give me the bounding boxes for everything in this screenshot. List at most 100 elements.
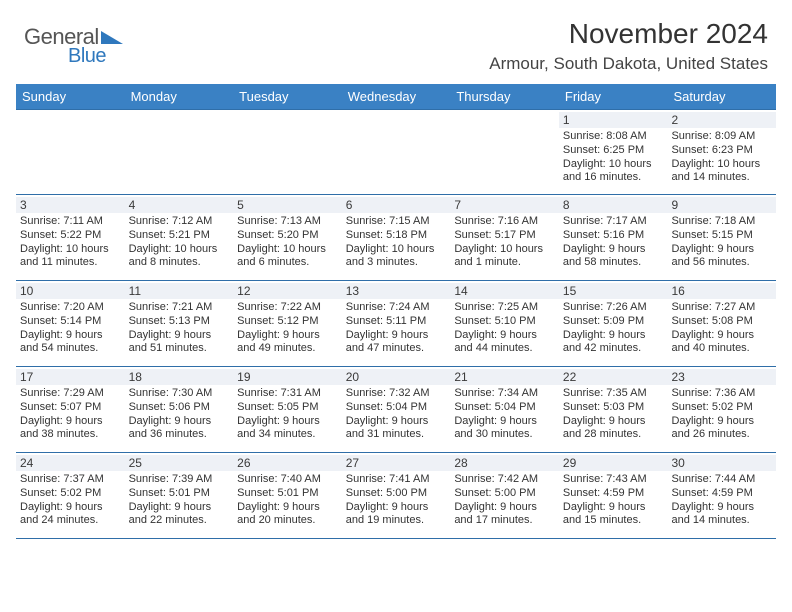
day-number: 16 — [667, 283, 776, 299]
calendar-cell: 3Sunrise: 7:11 AMSunset: 5:22 PMDaylight… — [16, 195, 125, 280]
day-details: Sunrise: 7:15 AMSunset: 5:18 PMDaylight:… — [346, 215, 447, 270]
dow-tue: Tuesday — [233, 84, 342, 109]
daylight-text: Daylight: 9 hours and 15 minutes. — [563, 501, 664, 529]
calendar-table: Sunday Monday Tuesday Wednesday Thursday… — [16, 84, 776, 539]
title-block: November 2024 Armour, South Dakota, Unit… — [489, 18, 776, 74]
calendar-cell: 30Sunrise: 7:44 AMSunset: 4:59 PMDayligh… — [667, 453, 776, 538]
calendar-cell: 25Sunrise: 7:39 AMSunset: 5:01 PMDayligh… — [125, 453, 234, 538]
sunrise-text: Sunrise: 7:43 AM — [563, 473, 664, 487]
day-details: Sunrise: 8:09 AMSunset: 6:23 PMDaylight:… — [671, 130, 772, 185]
day-details: Sunrise: 7:40 AMSunset: 5:01 PMDaylight:… — [237, 473, 338, 528]
day-details: Sunrise: 7:30 AMSunset: 5:06 PMDaylight:… — [129, 387, 230, 442]
day-details: Sunrise: 7:32 AMSunset: 5:04 PMDaylight:… — [346, 387, 447, 442]
daylight-text: Daylight: 9 hours and 42 minutes. — [563, 329, 664, 357]
day-details: Sunrise: 7:26 AMSunset: 5:09 PMDaylight:… — [563, 301, 664, 356]
sunset-text: Sunset: 5:04 PM — [454, 401, 555, 415]
sunrise-text: Sunrise: 7:41 AM — [346, 473, 447, 487]
logo-text: General Blue — [24, 24, 123, 64]
sunrise-text: Sunrise: 7:30 AM — [129, 387, 230, 401]
calendar-cell: 9Sunrise: 7:18 AMSunset: 5:15 PMDaylight… — [667, 195, 776, 280]
calendar-cell: 19Sunrise: 7:31 AMSunset: 5:05 PMDayligh… — [233, 367, 342, 452]
day-details: Sunrise: 7:34 AMSunset: 5:04 PMDaylight:… — [454, 387, 555, 442]
sunset-text: Sunset: 5:20 PM — [237, 229, 338, 243]
sunset-text: Sunset: 5:02 PM — [20, 487, 121, 501]
calendar-cell: 8Sunrise: 7:17 AMSunset: 5:16 PMDaylight… — [559, 195, 668, 280]
sunset-text: Sunset: 5:01 PM — [237, 487, 338, 501]
day-number: 18 — [125, 369, 234, 385]
daylight-text: Daylight: 9 hours and 17 minutes. — [454, 501, 555, 529]
sunrise-text: Sunrise: 7:32 AM — [346, 387, 447, 401]
day-details: Sunrise: 7:35 AMSunset: 5:03 PMDaylight:… — [563, 387, 664, 442]
month-title: November 2024 — [489, 18, 768, 50]
day-details: Sunrise: 7:27 AMSunset: 5:08 PMDaylight:… — [671, 301, 772, 356]
sunset-text: Sunset: 5:09 PM — [563, 315, 664, 329]
calendar-row: 24 Sunrise: 7:37 AMSunset: 5:02 PMDayligh… — [16, 453, 776, 539]
daylight-text: Daylight: 9 hours and 26 minutes. — [671, 415, 772, 443]
daylight-text: Daylight: 10 hours and 3 minutes. — [346, 243, 447, 271]
sunset-text: Sunset: 5:00 PM — [454, 487, 555, 501]
sunrise-text: Sunrise: 7:29 AM — [20, 387, 121, 401]
calendar-cell: 5Sunrise: 7:13 AMSunset: 5:20 PMDaylight… — [233, 195, 342, 280]
day-number: 14 — [450, 283, 559, 299]
calendar-row: 17Sunrise: 7:29 AMSunset: 5:07 PMDayligh… — [16, 367, 776, 453]
day-number: 28 — [450, 455, 559, 471]
sunset-text: Sunset: 5:14 PM — [20, 315, 121, 329]
dow-wed: Wednesday — [342, 84, 451, 109]
sunset-text: Sunset: 5:22 PM — [20, 229, 121, 243]
logo: General Blue — [16, 18, 123, 64]
day-number: 10 — [16, 283, 125, 299]
sunrise-text: Sunrise: 7:22 AM — [237, 301, 338, 315]
day-details: Sunrise: 7:37 AMSunset: 5:02 PMDaylight:… — [20, 473, 121, 528]
day-number: 22 — [559, 369, 668, 385]
calendar-row: 10Sunrise: 7:20 AMSunset: 5:14 PMDayligh… — [16, 281, 776, 367]
day-details: Sunrise: 7:17 AMSunset: 5:16 PMDaylight:… — [563, 215, 664, 270]
sunset-text: Sunset: 4:59 PM — [563, 487, 664, 501]
sunrise-text: Sunrise: 7:11 AM — [20, 215, 121, 229]
day-number: 27 — [342, 455, 451, 471]
calendar-cell — [342, 110, 451, 194]
calendar-cell: 18 Sunrise: 7:30 AMSunset: 5:06 PMDayligh… — [125, 367, 234, 452]
daylight-text: Daylight: 9 hours and 58 minutes. — [563, 243, 664, 271]
sunset-text: Sunset: 5:08 PM — [671, 315, 772, 329]
daylight-text: Daylight: 9 hours and 56 minutes. — [671, 243, 772, 271]
sunrise-text: Sunrise: 8:08 AM — [563, 130, 664, 144]
calendar-cell: 21Sunrise: 7:34 AMSunset: 5:04 PMDayligh… — [450, 367, 559, 452]
sunset-text: Sunset: 5:03 PM — [563, 401, 664, 415]
calendar-cell: 1Sunrise: 8:08 AMSunset: 6:25 PMDaylight… — [559, 110, 668, 194]
calendar-cell: 13Sunrise: 7:24 AMSunset: 5:11 PMDayligh… — [342, 281, 451, 366]
daylight-text: Daylight: 10 hours and 6 minutes. — [237, 243, 338, 271]
sunset-text: Sunset: 5:11 PM — [346, 315, 447, 329]
day-details: Sunrise: 7:44 AMSunset: 4:59 PMDaylight:… — [671, 473, 772, 528]
day-details: Sunrise: 7:31 AMSunset: 5:05 PMDaylight:… — [237, 387, 338, 442]
daylight-text: Daylight: 9 hours and 36 minutes. — [129, 415, 230, 443]
sunset-text: Sunset: 5:21 PM — [129, 229, 230, 243]
sunset-text: Sunset: 5:05 PM — [237, 401, 338, 415]
calendar-cell: 23Sunrise: 7:36 AMSunset: 5:02 PMDayligh… — [667, 367, 776, 452]
sunrise-text: Sunrise: 7:12 AM — [129, 215, 230, 229]
sunset-text: Sunset: 5:15 PM — [671, 229, 772, 243]
sunrise-text: Sunrise: 7:26 AM — [563, 301, 664, 315]
day-number: 24 — [16, 455, 125, 471]
dow-sat: Saturday — [667, 84, 776, 109]
day-number: 20 — [342, 369, 451, 385]
sunrise-text: Sunrise: 7:15 AM — [346, 215, 447, 229]
calendar-cell: 4Sunrise: 7:12 AMSunset: 5:21 PMDaylight… — [125, 195, 234, 280]
calendar-header-row: Sunday Monday Tuesday Wednesday Thursday… — [16, 84, 776, 109]
calendar-cell: 29 Sunrise: 7:43 AMSunset: 4:59 PMDayligh… — [559, 453, 668, 538]
day-details: Sunrise: 7:16 AMSunset: 5:17 PMDaylight:… — [454, 215, 555, 270]
day-details: Sunrise: 7:13 AMSunset: 5:20 PMDaylight:… — [237, 215, 338, 270]
calendar-page: General Blue November 2024 Armour, South… — [0, 0, 792, 547]
calendar-cell: 14Sunrise: 7:25 AMSunset: 5:10 PMDayligh… — [450, 281, 559, 366]
sunrise-text: Sunrise: 7:21 AM — [129, 301, 230, 315]
daylight-text: Daylight: 10 hours and 1 minute. — [454, 243, 555, 271]
day-details: Sunrise: 7:42 AMSunset: 5:00 PMDaylight:… — [454, 473, 555, 528]
sunset-text: Sunset: 6:25 PM — [563, 144, 664, 158]
calendar-cell: 20 Sunrise: 7:32 AMSunset: 5:04 PMDayligh… — [342, 367, 451, 452]
logo-word2: Blue — [68, 48, 123, 64]
sunset-text: Sunset: 5:18 PM — [346, 229, 447, 243]
day-number: 29 — [559, 455, 668, 471]
calendar-cell: 22 Sunrise: 7:35 AMSunset: 5:03 PMDayligh… — [559, 367, 668, 452]
day-number: 23 — [667, 369, 776, 385]
calendar-cell — [16, 110, 125, 194]
sunrise-text: Sunrise: 8:09 AM — [671, 130, 772, 144]
